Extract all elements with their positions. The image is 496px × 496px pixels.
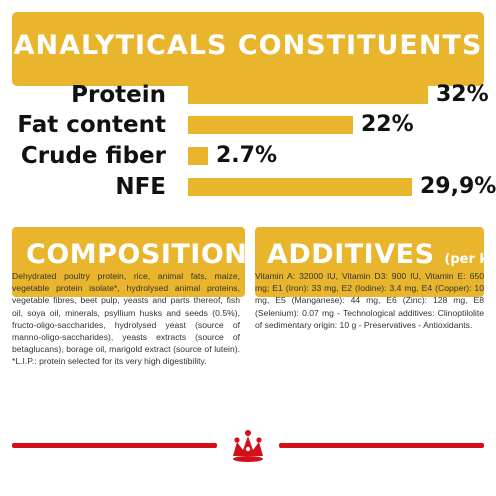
stat-row-crude-fiber: Crude fiber 2.7% [0,141,496,171]
additives-text: Vitamin A: 32000 IU, Vitamin D3: 900 IU,… [255,271,484,330]
stat-label: NFE [115,174,166,200]
crown-icon [233,430,263,462]
additives-title-suffix: (per kg) [444,252,496,267]
stat-value: 22% [361,112,414,137]
composition-title: COMPOSITION [26,239,248,270]
stat-value: 29,9% [420,174,496,199]
stat-row-protein: Protein 32% [0,80,496,110]
additives-panel: ADDITIVES (per kg) [255,227,496,297]
analytical-constituents-banner: ANALYTICALS CONSTITUENTS [12,12,484,86]
stat-bar [188,86,428,104]
stat-bar [188,178,412,196]
footer-divider-left [12,443,217,448]
additives-title-main: ADDITIVES [267,239,435,270]
stat-label: Fat content [17,112,166,138]
composition-text: Dehydrated poultry protein, rice, animal… [12,271,240,367]
royal-canin-crown-logo [223,420,273,466]
footer-divider-right [279,443,484,448]
stat-label: Crude fiber [20,143,166,169]
stat-row-nfe: NFE 29,9% [0,172,496,202]
stat-bar-svg [188,178,412,196]
stat-value: 32% [436,82,489,107]
additives-title: ADDITIVES (per kg) [267,239,496,270]
stat-bar-svg [188,116,353,134]
stat-value: 2.7% [216,143,278,168]
composition-panel: COMPOSITION [12,227,248,297]
stat-row-fat-content: Fat content 22% [0,110,496,140]
stat-bar [188,116,353,134]
stat-bar-svg [188,147,208,165]
stat-bar [188,147,208,165]
stat-label: Protein [71,82,166,108]
banner-title: ANALYTICALS CONSTITUENTS [13,30,483,61]
stat-bar-svg [188,86,428,104]
